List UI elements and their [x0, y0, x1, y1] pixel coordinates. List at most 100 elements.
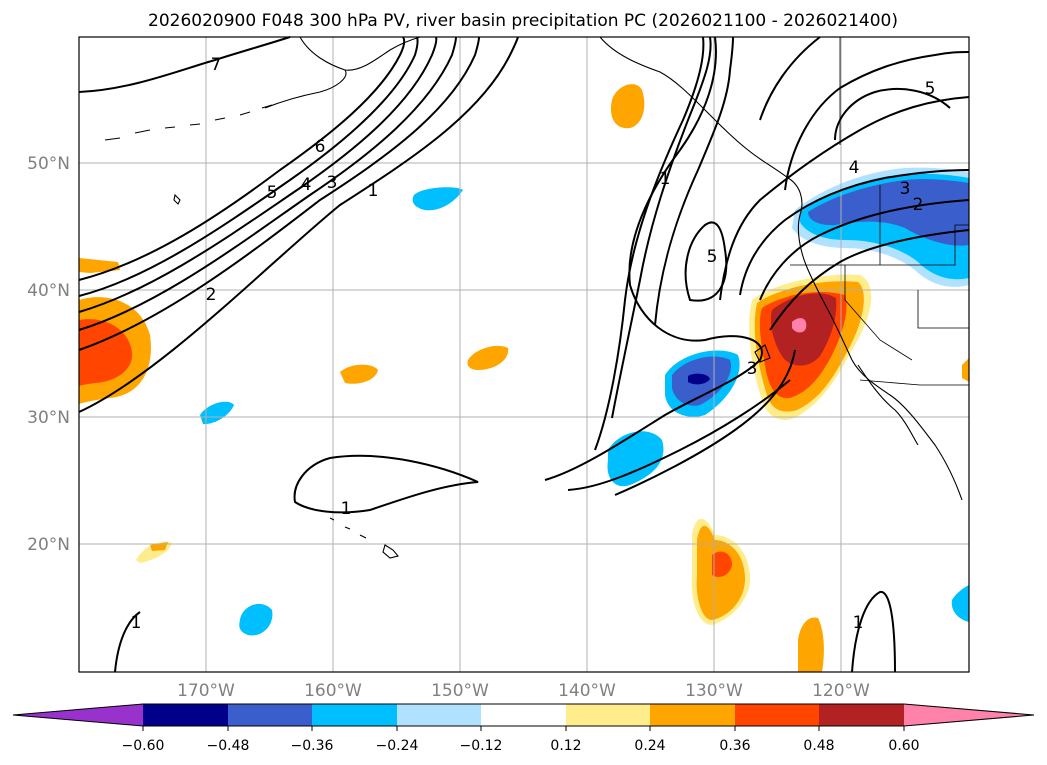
pv-contour-5-closed — [684, 221, 728, 302]
pv-ridge-inner-2 — [739, 169, 970, 296]
border-us-mexico — [859, 379, 969, 386]
precip-spot-central-pacific — [467, 345, 509, 370]
border-us-states-north — [790, 185, 969, 266]
precip-strong-positive-west — [79, 319, 133, 386]
colorbar-tick-label: 0.60 — [888, 738, 919, 754]
pv-contour-1-southwest — [114, 611, 141, 673]
contour-label: 5 — [925, 79, 936, 99]
coastline-baja-california — [857, 364, 919, 446]
pv-ridge-inner-1 — [719, 96, 970, 301]
contour-label: 4 — [849, 158, 860, 178]
pv-contour-5 — [78, 36, 419, 297]
colorbar-segment — [735, 704, 819, 726]
small-island — [173, 193, 181, 205]
lon-label: 170°W — [177, 681, 235, 701]
pv-contour-1-hawaii — [293, 454, 479, 514]
precip-south-strong-positive — [712, 551, 732, 577]
pv-contour-6 — [78, 36, 406, 281]
contour-label: 4 — [301, 175, 312, 195]
coastline-aleutian-alaska — [264, 36, 421, 109]
lon-label: 140°W — [558, 681, 616, 701]
gridlines — [79, 37, 969, 672]
longitude-labels: 170°W 160°W 150°W 140°W 130°W 120°W — [177, 681, 870, 701]
pv-contour-5-northeast — [834, 87, 951, 141]
contour-label: 3 — [900, 179, 911, 199]
contour-label: 2 — [206, 285, 217, 305]
pv-contour-5-north — [784, 51, 970, 191]
precip-spot-south-negative — [239, 603, 273, 636]
colorbar-segment — [228, 704, 312, 726]
map-panel: 7 6 5 4 3 1 2 1 5 3 4 3 2 5 1 1 1 — [78, 36, 970, 673]
precip-spot-bottom-right-negative — [951, 585, 969, 622]
pv-ridge-inner-3 — [759, 199, 970, 301]
pv-contour-4 — [78, 36, 438, 313]
precip-very-strong-negative-offshore — [688, 373, 710, 385]
colorbar-segment — [312, 704, 397, 726]
latitude-labels: 50°N 40°N 30°N 20°N — [27, 154, 70, 555]
political-borders — [790, 37, 969, 386]
colorbar-segment — [566, 704, 650, 726]
pv-trough-outer — [544, 36, 763, 481]
lat-label: 30°N — [27, 408, 70, 428]
border-arizona — [917, 290, 969, 329]
pv-contour-4-north — [759, 36, 821, 121]
lat-label: 40°N — [27, 281, 70, 301]
precip-spot-west-negative — [200, 401, 234, 425]
map-title: 2026020900 F048 300 hPa PV, river basin … — [148, 11, 898, 31]
hawaii-islands — [329, 517, 399, 559]
contour-label: 1 — [660, 169, 671, 189]
border-california-nevada — [844, 265, 913, 361]
colorbar-tick-label: 0.24 — [634, 738, 665, 754]
colorbar-tick-label: −0.36 — [291, 738, 334, 754]
lon-label: 130°W — [685, 681, 743, 701]
precip-spot-bottom-positive — [798, 617, 824, 672]
lon-label: 120°W — [812, 681, 870, 701]
contour-label: 7 — [211, 55, 222, 75]
contour-labels: 7 6 5 4 3 1 2 1 5 3 4 3 2 5 1 1 1 — [131, 55, 936, 633]
pv-trough-west-limb-2 — [611, 36, 712, 419]
contour-label: 3 — [747, 359, 758, 379]
precip-max-positive-california — [792, 318, 807, 333]
colorbar-extend-low — [13, 704, 143, 726]
contour-label: 2 — [913, 195, 924, 215]
lat-label: 50°N — [27, 154, 70, 174]
colorbar: −0.60 −0.48 −0.36 −0.24 −0.12 0.12 0.24 … — [12, 703, 1035, 754]
pv-contour-7 — [78, 36, 291, 93]
contour-label: 1 — [341, 499, 352, 519]
contour-label: 1 — [131, 613, 142, 633]
contour-label: 5 — [267, 183, 278, 203]
pv-contour-1-west — [78, 36, 519, 413]
precip-spot-west-central — [340, 364, 378, 384]
precip-spot-north-pacific — [412, 187, 463, 211]
pv-contours — [78, 36, 970, 673]
pv-trough-west-limb-1 — [594, 36, 705, 451]
colorbar-segment — [143, 704, 228, 726]
pv-trough-west-limb-3 — [654, 36, 734, 326]
contour-label: 3 — [327, 173, 338, 193]
contour-label: 6 — [315, 137, 326, 157]
colorbar-tick-label: −0.24 — [376, 738, 419, 754]
precip-fill-layer — [79, 84, 969, 672]
map-frame — [78, 36, 970, 673]
colorbar-segment — [819, 704, 904, 726]
pv-contour-3 — [78, 36, 457, 331]
colorbar-segment — [650, 704, 735, 726]
contour-label: 5 — [707, 247, 718, 267]
contour-label: 1 — [368, 181, 379, 201]
colorbar-tick-label: −0.12 — [460, 738, 503, 754]
colorbar-tick-label: 0.36 — [719, 738, 750, 754]
lon-label: 160°W — [304, 681, 362, 701]
contour-label: 1 — [853, 613, 864, 633]
pv-trough-outer-south — [567, 379, 791, 491]
pv-ridge-inner-4 — [769, 229, 970, 331]
pv-contour-2 — [78, 36, 480, 351]
colorbar-segment — [481, 704, 566, 726]
coastlines — [104, 36, 963, 559]
colorbar-extend-high — [904, 704, 1034, 726]
precip-spot-right-edge — [962, 358, 969, 382]
colorbar-tick-label: −0.60 — [122, 738, 165, 754]
coastline-aleutian-islands — [104, 104, 273, 141]
pv-contour-1-southeast — [851, 591, 896, 673]
precip-negative-southwest — [607, 431, 664, 487]
